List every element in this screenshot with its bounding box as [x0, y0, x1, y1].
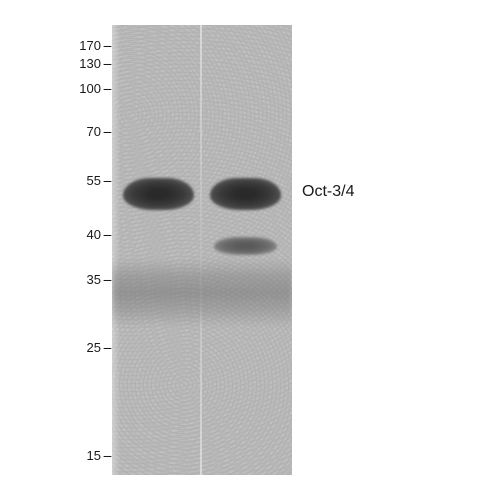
- marker-55: 55: [87, 173, 101, 188]
- blot-figure: 170 --- 130 --- 100 --- 70 --- 55 --- 40…: [50, 25, 450, 475]
- lane-divider: [200, 25, 202, 475]
- marker-25: 25: [87, 340, 101, 355]
- dash-icon: ---: [103, 448, 110, 463]
- marker-100: 100: [79, 81, 101, 96]
- lane-hela: hela: [119, 25, 198, 475]
- band-hela-main: [123, 178, 194, 210]
- marker-130: 130: [79, 56, 101, 71]
- dash-icon: ---: [103, 227, 110, 242]
- marker-40: 40: [87, 227, 101, 242]
- band-293-main: [210, 178, 281, 210]
- protein-label: Oct-3/4: [302, 183, 354, 201]
- dash-icon: ---: [103, 173, 110, 188]
- dash-icon: ---: [103, 124, 110, 139]
- lane-293: 293: [206, 25, 285, 475]
- marker-170: 170: [79, 38, 101, 53]
- dash-icon: ---: [103, 56, 110, 71]
- marker-35: 35: [87, 272, 101, 287]
- dash-icon: ---: [103, 340, 110, 355]
- dash-icon: ---: [103, 81, 110, 96]
- mw-ladder: 170 --- 130 --- 100 --- 70 --- 55 --- 40…: [50, 25, 110, 475]
- dash-icon: ---: [103, 272, 110, 287]
- marker-15: 15: [87, 448, 101, 463]
- blot-membrane: hela 293: [112, 25, 292, 475]
- band-293-secondary: [214, 237, 277, 255]
- marker-70: 70: [87, 124, 101, 139]
- background-smear: [112, 259, 292, 327]
- dash-icon: ---: [103, 38, 110, 53]
